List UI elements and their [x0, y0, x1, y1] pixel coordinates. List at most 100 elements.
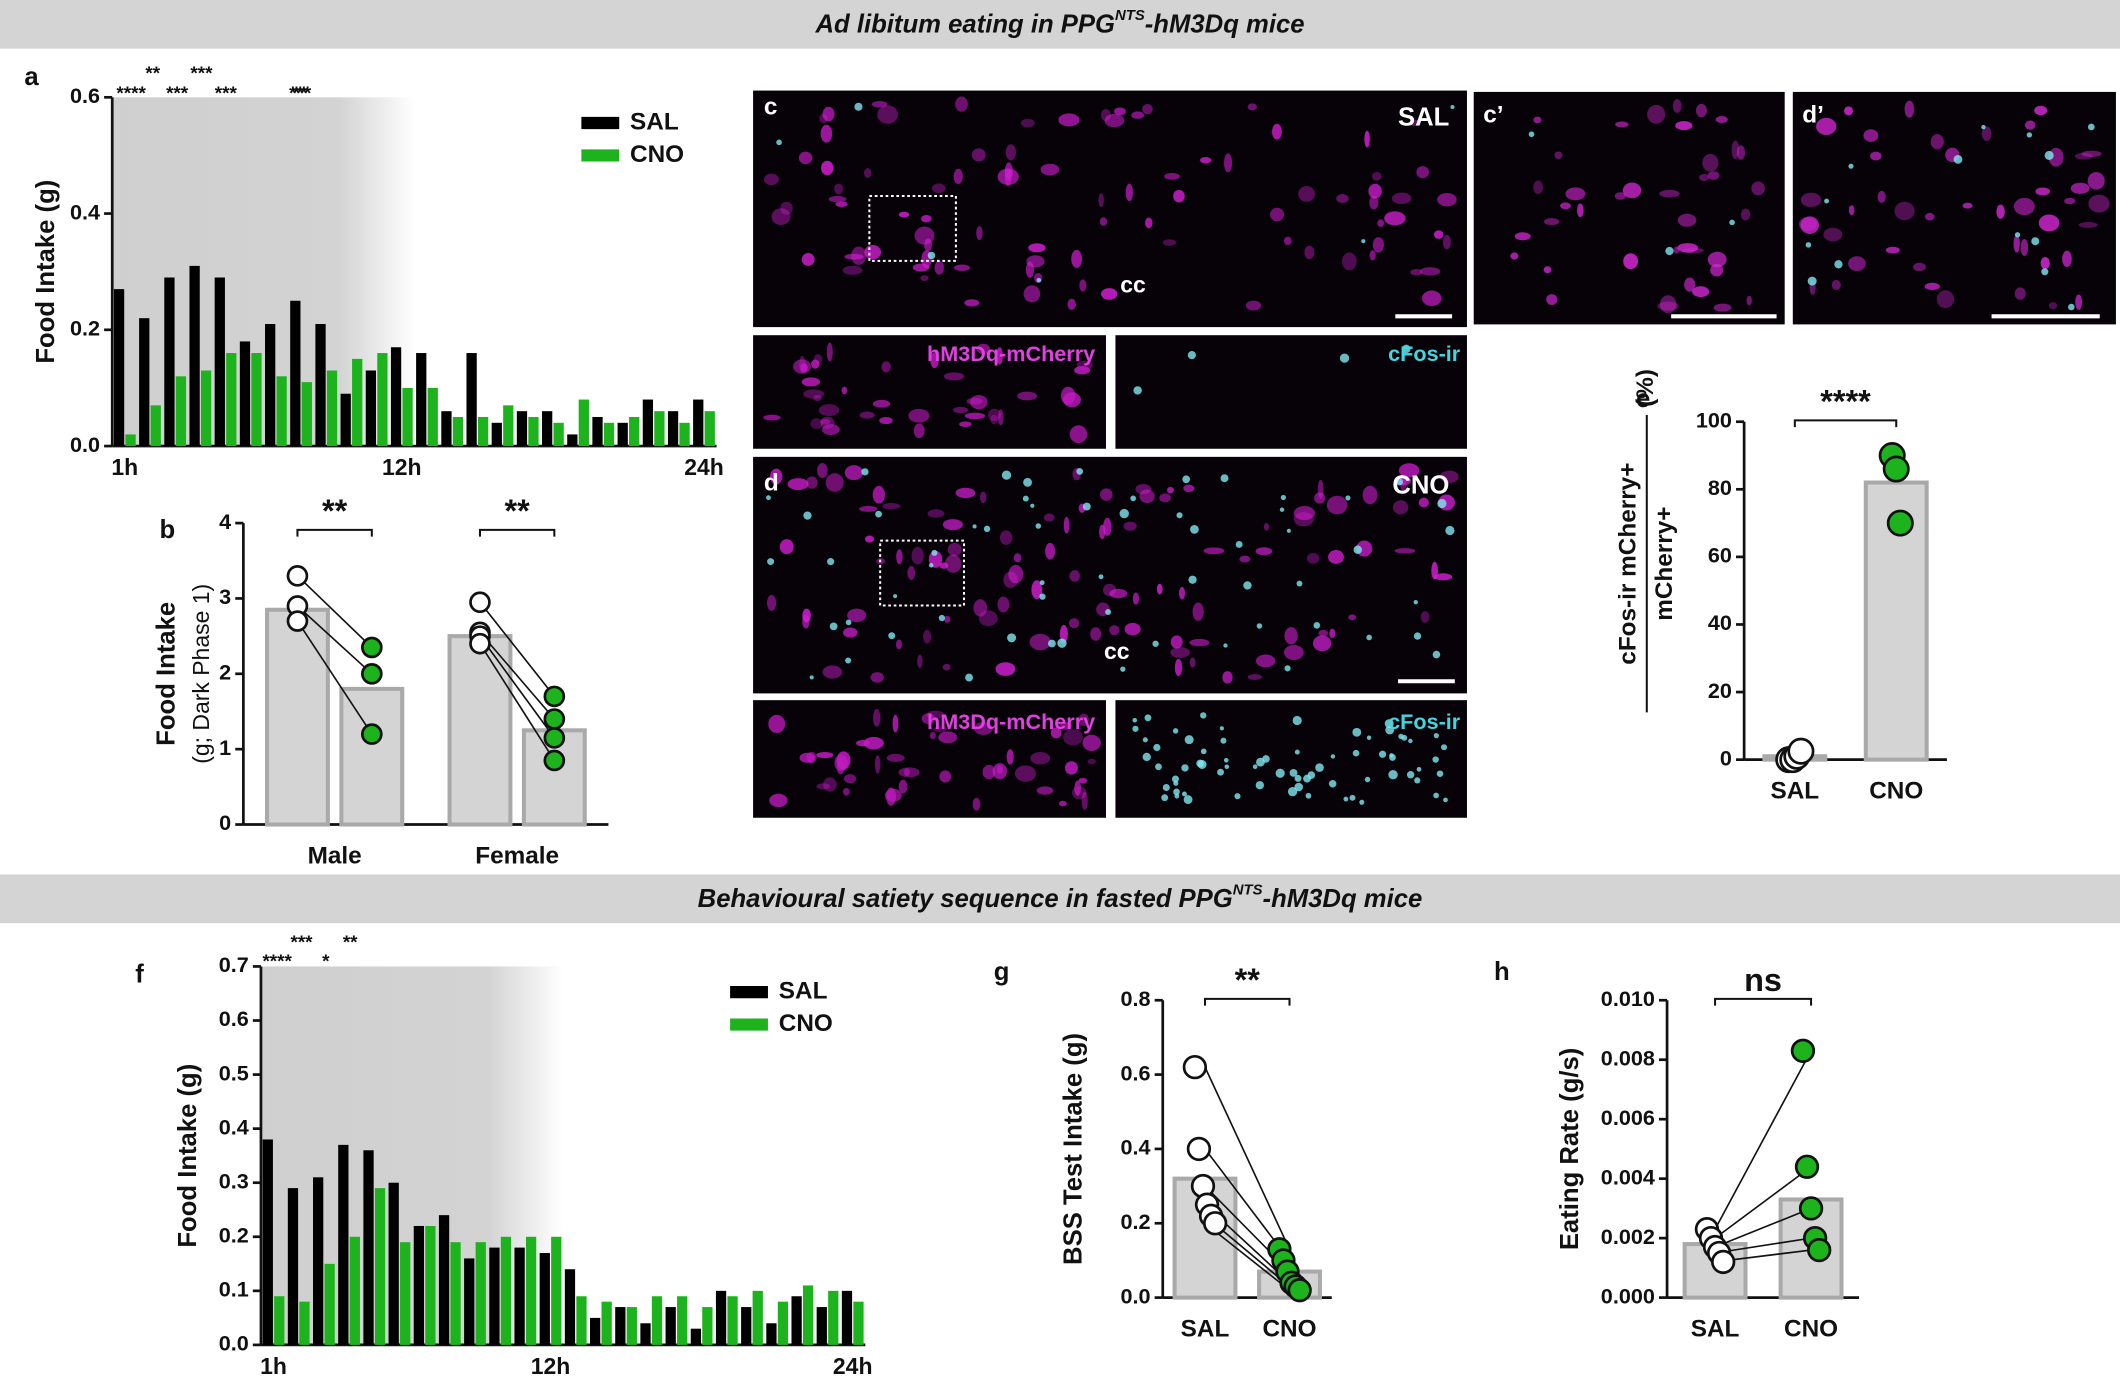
cell [1183, 484, 1195, 493]
cell [1364, 130, 1370, 148]
bar [693, 399, 704, 447]
cell [1533, 116, 1542, 124]
cell [1684, 277, 1696, 292]
cell [835, 201, 848, 207]
cfos-dot [1188, 575, 1197, 584]
cell [1422, 290, 1442, 307]
cell [980, 491, 987, 504]
cfos-dot [1161, 794, 1169, 802]
cfos-dot [1384, 719, 1394, 729]
cell [1565, 187, 1586, 201]
bar [539, 1252, 550, 1345]
cell [1384, 211, 1406, 226]
cell [1079, 279, 1087, 292]
y-tick-label: 0.2 [70, 316, 100, 341]
cell [892, 714, 899, 733]
cfos-dot [1437, 498, 1447, 509]
cell [2078, 221, 2098, 228]
y-tick-label: 0.0 [219, 1331, 249, 1356]
cell [1006, 749, 1014, 765]
bar [601, 1301, 612, 1345]
cell [801, 252, 815, 266]
cell [2014, 287, 2026, 300]
cfos-dot [1039, 593, 1046, 600]
cell [964, 299, 980, 307]
cell [1554, 151, 1563, 159]
bar [1172, 1176, 1238, 1300]
cell [872, 485, 885, 504]
cell [844, 465, 864, 481]
cfos-dot [1364, 776, 1371, 783]
bar [274, 1296, 285, 1345]
cell [1069, 570, 1080, 582]
x-tick-label: SAL [1181, 1315, 1230, 1342]
y-tick-label: 0.006 [1601, 1105, 1655, 1130]
cell [1368, 183, 1382, 199]
cfos-dot [827, 558, 835, 566]
cell [942, 519, 963, 531]
y-tick-label: 0.008 [1601, 1045, 1655, 1070]
cfos-dot [1133, 386, 1142, 395]
cfos-dot [1183, 795, 1193, 805]
cfos-dot [1001, 470, 1012, 480]
cfos-dot [1172, 728, 1179, 734]
cfos-dot [1181, 791, 1187, 797]
bar [802, 1285, 814, 1345]
bar [629, 416, 640, 447]
cfos-dot [829, 622, 838, 631]
cell [914, 226, 935, 245]
x-tick-label: Female [475, 842, 559, 869]
cfos-dot [1280, 494, 1287, 501]
bar [290, 300, 301, 447]
cell [996, 347, 1003, 365]
cell [1020, 118, 1035, 128]
cell [1050, 727, 1062, 739]
bar [791, 1296, 802, 1345]
cell [1707, 171, 1720, 180]
cell [1659, 189, 1680, 198]
cfos-dot [1130, 495, 1136, 502]
legend-label: CNO [630, 141, 684, 168]
cell [1170, 647, 1190, 659]
cell [1369, 195, 1379, 210]
panel-letter: g [994, 958, 1010, 986]
bar [651, 1296, 663, 1345]
micrographs: c SAL cc c’ d’ hM3Dq-mCherry cFos-ir d CNO cc hM3D… [753, 90, 2116, 818]
image-panel [753, 90, 1467, 328]
cell [1408, 119, 1420, 127]
cell [841, 386, 848, 395]
bar [239, 341, 251, 447]
cell [823, 777, 837, 792]
cell [1284, 236, 1292, 246]
bracket [1714, 997, 1813, 1006]
cell [1170, 635, 1183, 649]
cell [1067, 298, 1076, 310]
y-tick-label: 0.0 [70, 432, 100, 457]
bar [777, 1301, 789, 1345]
cfos-dot [1848, 163, 1854, 169]
cell [1029, 633, 1051, 651]
bar [816, 1307, 827, 1345]
data-point [360, 636, 383, 659]
panel-letter: e [1636, 385, 1650, 413]
cell [1823, 227, 1843, 242]
pair-line [479, 601, 555, 697]
bar [667, 411, 679, 447]
cell [947, 542, 962, 557]
cell [2013, 235, 2020, 253]
bar [615, 1307, 626, 1345]
y-tick-label: 60 [1708, 543, 1732, 568]
header-band [0, 874, 2120, 924]
cell [1059, 722, 1072, 730]
bar [514, 1247, 525, 1345]
cell [1284, 627, 1298, 645]
cell [2064, 197, 2076, 205]
cell [1702, 153, 1719, 172]
data-point [1798, 1196, 1824, 1221]
bar [441, 411, 452, 447]
cell [1372, 237, 1384, 253]
bar [326, 370, 338, 447]
cfos-dot [1105, 608, 1112, 615]
cell [1514, 232, 1531, 241]
